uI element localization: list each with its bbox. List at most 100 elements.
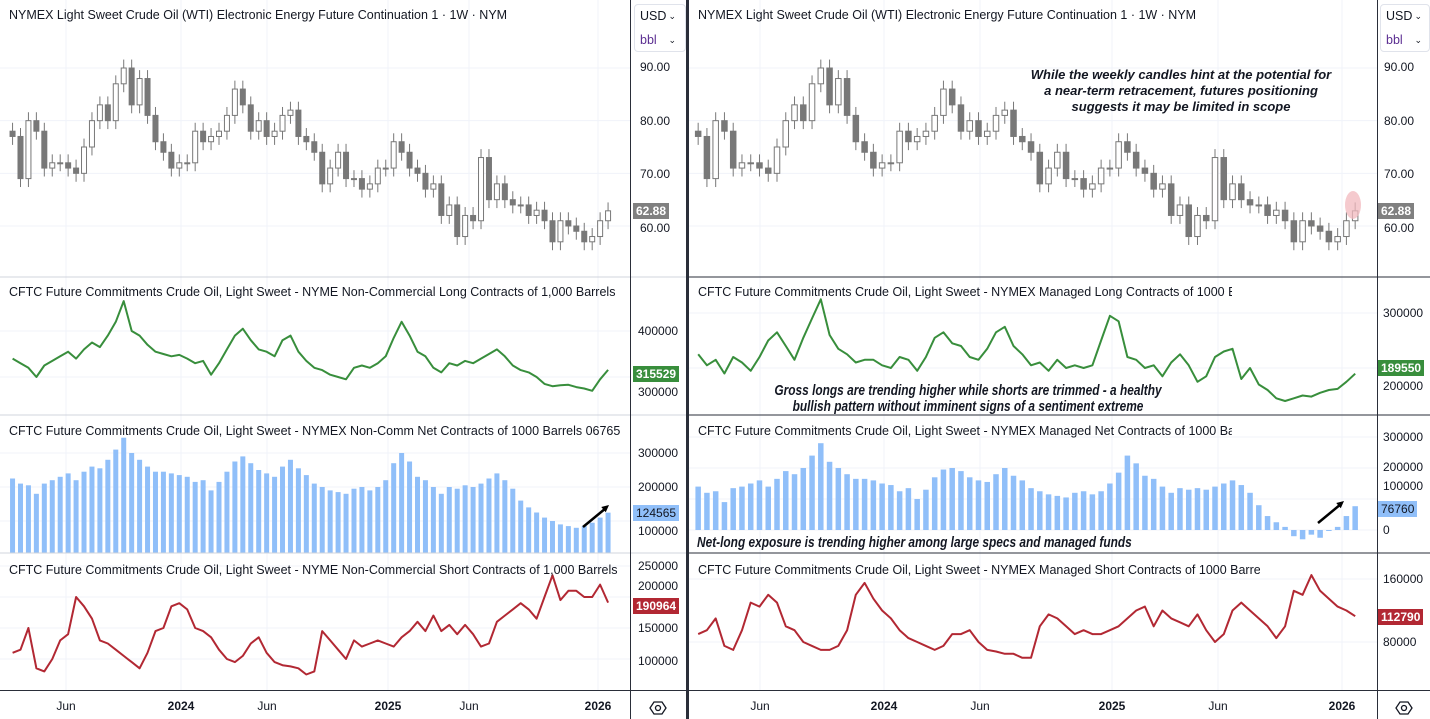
candle bbox=[152, 114, 159, 143]
candle bbox=[335, 151, 342, 169]
candle bbox=[782, 120, 790, 148]
candle bbox=[112, 83, 119, 122]
candle bbox=[311, 141, 318, 153]
net-bar bbox=[835, 468, 842, 530]
candle bbox=[41, 130, 48, 169]
candle bbox=[1238, 183, 1245, 201]
candle bbox=[136, 78, 143, 106]
candle bbox=[747, 162, 754, 165]
net-bar bbox=[446, 487, 452, 553]
net-bar bbox=[343, 493, 349, 553]
candle bbox=[485, 157, 492, 201]
candle bbox=[1115, 141, 1122, 169]
net-bar bbox=[160, 471, 166, 553]
candle bbox=[223, 114, 230, 132]
right-net-tick: 300000 bbox=[1383, 430, 1424, 444]
net-bar bbox=[17, 483, 23, 553]
candle bbox=[120, 67, 127, 85]
left-price-tick: 60.00 bbox=[640, 221, 671, 235]
candle bbox=[817, 67, 825, 85]
x-tick-label: Jun bbox=[257, 699, 277, 713]
net-bar bbox=[597, 517, 603, 553]
candle bbox=[1194, 214, 1201, 238]
left-short-series bbox=[12, 574, 610, 676]
candle bbox=[1097, 167, 1105, 185]
candle bbox=[1062, 151, 1070, 180]
net-bar bbox=[81, 471, 87, 553]
candle bbox=[184, 162, 191, 165]
chevron-down-icon: ⌄ bbox=[1414, 35, 1422, 45]
net-bar bbox=[303, 475, 309, 553]
currency-value: USD bbox=[1386, 9, 1413, 23]
right-currency-select[interactable]: USD ⌄ bbox=[1381, 7, 1426, 25]
net-bar bbox=[1133, 463, 1139, 530]
net-annotation: Net-long exposure is trending higher amo… bbox=[697, 535, 1132, 551]
right-price-tick: 70.00 bbox=[1384, 167, 1415, 181]
net-bar bbox=[1221, 483, 1227, 530]
right-unit-select[interactable]: bbl ⌄ bbox=[1381, 31, 1426, 49]
right-price-tick: 60.00 bbox=[1384, 221, 1415, 235]
candle bbox=[327, 167, 334, 185]
right-net-last-badge: 76760 bbox=[1378, 501, 1418, 517]
candle bbox=[1124, 141, 1131, 153]
net-bar bbox=[1124, 455, 1131, 530]
candle bbox=[835, 78, 842, 106]
net-bar bbox=[1247, 492, 1253, 530]
net-bar bbox=[549, 521, 555, 553]
candle bbox=[573, 225, 580, 232]
left-net-series bbox=[10, 437, 611, 553]
net-bar bbox=[534, 512, 540, 553]
net-bar bbox=[966, 477, 973, 530]
candle bbox=[1010, 109, 1017, 137]
candle bbox=[25, 120, 32, 180]
net-bar bbox=[958, 471, 964, 530]
candle bbox=[57, 162, 64, 165]
left-long-title: CFTC Future Commitments Crude Oil, Light… bbox=[9, 285, 616, 299]
candle bbox=[808, 83, 816, 122]
net-bar bbox=[510, 488, 516, 553]
candle bbox=[791, 104, 798, 122]
candle bbox=[358, 178, 365, 190]
candle bbox=[1159, 183, 1166, 190]
candle bbox=[470, 214, 477, 222]
candle bbox=[88, 120, 95, 148]
annotation-line: While the weekly candles hint at the pot… bbox=[1030, 67, 1332, 82]
left-net-title: CFTC Future Commitments Crude Oil, Light… bbox=[9, 424, 621, 438]
net-bar bbox=[975, 480, 982, 530]
net-bar bbox=[1028, 488, 1034, 530]
candle bbox=[255, 120, 262, 132]
settings-hexagon-icon[interactable] bbox=[1395, 699, 1413, 717]
candle bbox=[1141, 167, 1149, 174]
candle bbox=[319, 151, 326, 185]
candle bbox=[446, 204, 453, 216]
right-short-title: CFTC Future Commitments Crude Oil, Light… bbox=[698, 563, 1260, 577]
candle bbox=[905, 130, 912, 143]
settings-hexagon-icon[interactable] bbox=[649, 699, 667, 717]
candle bbox=[1264, 204, 1271, 216]
candle bbox=[1001, 109, 1009, 116]
candle bbox=[1334, 236, 1341, 243]
left-short-tick: 200000 bbox=[638, 579, 679, 593]
candle bbox=[430, 183, 437, 190]
highlight-circle bbox=[1345, 191, 1361, 219]
net-bar bbox=[993, 474, 999, 530]
candle bbox=[721, 120, 728, 132]
candle bbox=[1071, 178, 1079, 181]
left-currency-select[interactable]: USD ⌄ bbox=[635, 7, 680, 25]
net-bar bbox=[486, 478, 492, 553]
right-price-last-badge: 62.88 bbox=[1378, 203, 1415, 219]
candle bbox=[975, 120, 982, 137]
net-bar bbox=[1115, 472, 1122, 530]
net-bar bbox=[1002, 468, 1008, 530]
chevron-down-icon: ⌄ bbox=[668, 35, 676, 45]
net-bar bbox=[800, 468, 807, 530]
net-bar bbox=[264, 473, 270, 553]
net-bar bbox=[152, 471, 158, 553]
left-unit-select[interactable]: bbl ⌄ bbox=[635, 31, 680, 49]
net-bar bbox=[1054, 495, 1061, 530]
net-bar bbox=[774, 478, 780, 530]
candle bbox=[1185, 204, 1192, 238]
left-panel bbox=[0, 0, 686, 719]
net-bar bbox=[97, 468, 103, 553]
